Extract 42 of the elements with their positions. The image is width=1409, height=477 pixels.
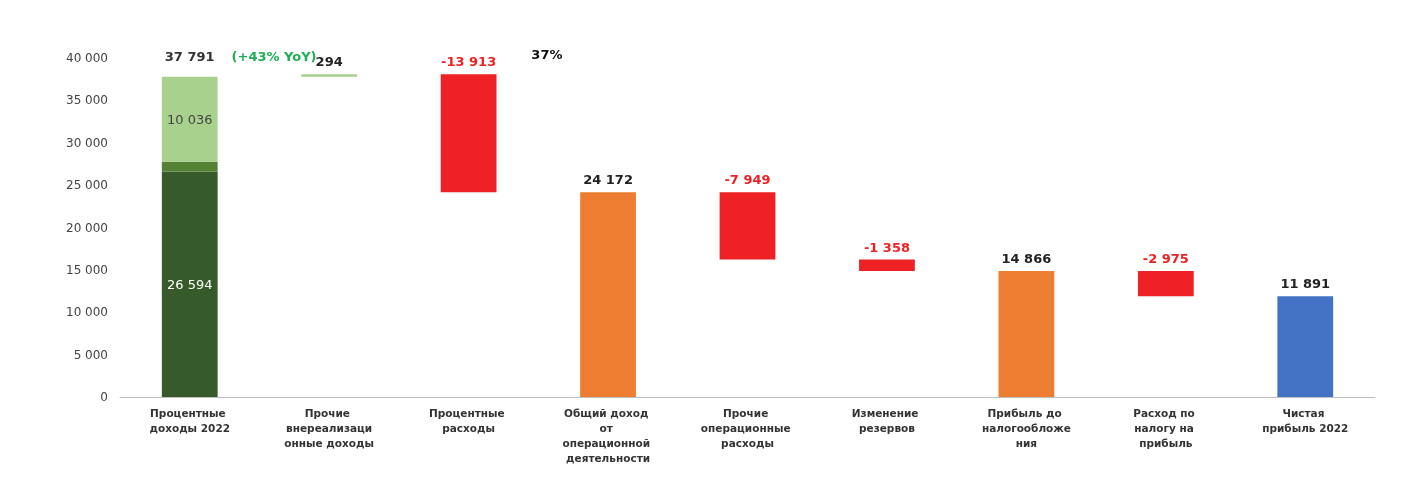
data-label: 10 036 [166,111,213,127]
bar [301,74,358,77]
bar [161,171,218,397]
y-tick-label: 20 000 [66,220,108,235]
data-label: 14 866 [1001,251,1052,267]
bar [161,76,218,162]
x-tick-label: Прочие внереализационные доходы [284,406,374,449]
data-label: -13 913 [441,54,497,70]
x-tick-label: Общий доход от операционной деятельности [562,406,654,464]
bar [580,192,636,397]
x-tick-label: Чистая прибыль 2022 [1262,406,1349,434]
bar [1277,296,1334,397]
bar [1137,271,1194,297]
y-tick-label: 0 [100,390,108,404]
x-tick-label: Процентные расходы [428,406,509,434]
data-label: 26 594 [166,276,213,292]
y-tick-label: 30 000 [66,135,108,150]
y-tick-label: 10 000 [66,305,108,320]
bar [859,259,915,272]
data-label: -1 358 [863,239,910,255]
annotation: (+43% YoY) [231,49,317,65]
data-label: -7 949 [724,172,771,188]
bar [161,161,218,172]
annotation: 37% [531,46,563,62]
data-label: 11 891 [1280,276,1331,292]
y-tick-label: 35 000 [66,93,108,108]
data-label: 24 172 [583,172,633,188]
data-label: 294 [315,54,343,70]
y-tick-label: 40 000 [66,51,108,65]
total-label: 37 791 [164,48,215,64]
y-tick-label: 5 000 [73,347,108,362]
x-tick-label: Прочие операционные расходы [700,406,795,449]
x-tick-label: Процентные доходы 2022 [149,406,230,434]
x-tick-label: Прибыль до налогообложения [981,406,1071,449]
bar [719,192,776,260]
x-tick-label: Расход по налогу на прибыль [1133,406,1199,449]
data-label: -2 975 [1142,251,1189,267]
y-tick-label: 25 000 [66,178,108,193]
x-tick-label: Изменение резервов [851,406,923,434]
y-tick-label: 15 000 [66,262,108,277]
bar [440,74,497,193]
bar [998,271,1055,397]
